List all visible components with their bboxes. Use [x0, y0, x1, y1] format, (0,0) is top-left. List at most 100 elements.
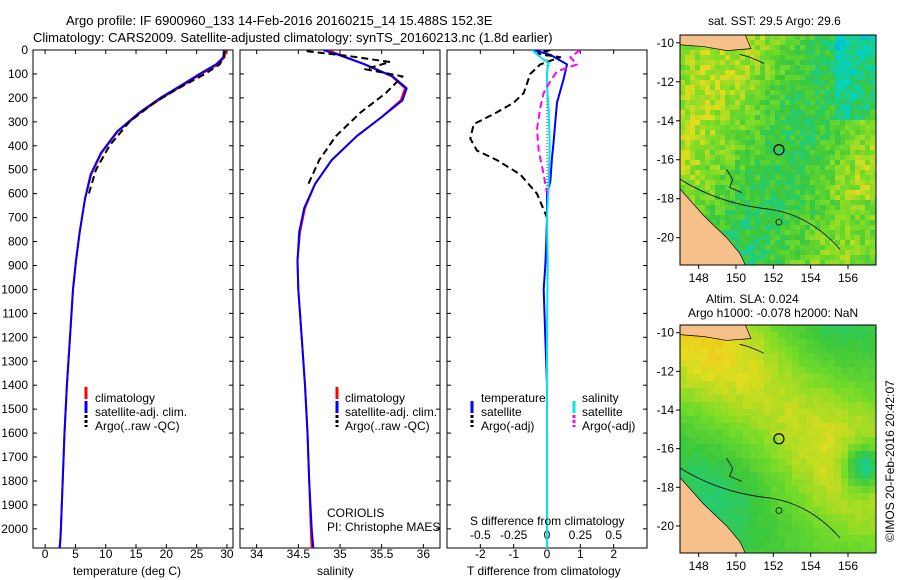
sst-map-cell: [845, 135, 851, 141]
sst-map-cell: [680, 160, 686, 166]
sla-map-cell: [792, 339, 800, 347]
sla-map-cell: [750, 479, 758, 487]
sst-map-cell: [680, 155, 686, 161]
sla-map-cell: [750, 430, 758, 438]
sst-map-cell: [825, 125, 831, 131]
sst-map-cell: [760, 65, 766, 71]
sla-map-cell: [820, 479, 828, 487]
sla-map-cell: [827, 332, 835, 340]
sla-map-cell: [799, 465, 807, 473]
sst-map-cell: [870, 230, 876, 236]
sst-map-cell: [775, 45, 781, 51]
sst-map-cell: [740, 175, 746, 181]
sla-map-cell: [855, 479, 863, 487]
sst-map-cell: [735, 140, 741, 146]
sst-map-cell: [700, 200, 706, 206]
sst-map-cell: [690, 45, 696, 51]
sst-map-cell: [850, 80, 856, 86]
sst-map-cell: [725, 195, 731, 201]
sst-map-cell: [740, 140, 746, 146]
sst-map-cell: [710, 160, 716, 166]
salinity-xlabel: salinity: [317, 564, 354, 578]
sst-map-cell: [725, 55, 731, 61]
sla-map-cell: [820, 409, 828, 417]
sst-map-cell: [815, 190, 821, 196]
sst-map-cell: [680, 105, 686, 111]
sst-map-cell: [840, 255, 846, 261]
sla-map-cell: [680, 465, 688, 473]
sst-map-cell: [735, 155, 741, 161]
sst-map-cell: [805, 110, 811, 116]
sst-map-cell: [815, 200, 821, 206]
sla-map-cell: [694, 430, 702, 438]
sla-map-cell: [848, 416, 856, 424]
sla-map-cell: [792, 472, 800, 480]
sla-map-cell: [792, 507, 800, 515]
sst-map-cell: [835, 195, 841, 201]
sst-map-cell: [815, 260, 821, 265]
sst-map-cell: [785, 70, 791, 76]
sst-map-cell: [735, 190, 741, 196]
sst-map-cell: [685, 165, 691, 171]
sst-map-cell: [700, 185, 706, 191]
sla-map-cell: [694, 339, 702, 347]
sst-map-cell: [690, 100, 696, 106]
sst-map-cell: [740, 200, 746, 206]
sst-map-cell: [685, 155, 691, 161]
sst-map-cell: [745, 210, 751, 216]
sst-map-cell: [740, 170, 746, 176]
sst-map-cell: [780, 110, 786, 116]
sla-map-cell: [827, 507, 835, 515]
sst-map-cell: [845, 85, 851, 91]
sst-map-cell: [770, 40, 776, 46]
sla-map-cell: [848, 486, 856, 494]
sst-map-cell: [770, 120, 776, 126]
sla-map-cell: [820, 353, 828, 361]
sst-map-cell: [815, 105, 821, 111]
sst-map-cell: [765, 170, 771, 176]
sst-map-cell: [870, 185, 876, 191]
sst-map-cell: [850, 220, 856, 226]
sla-map-cell: [834, 381, 842, 389]
sla-map-cell: [785, 500, 793, 508]
sst-map-cell: [700, 90, 706, 96]
sst-map-cell: [870, 140, 876, 146]
sst-map-cell: [840, 240, 846, 246]
sst-map-cell: [855, 195, 861, 201]
sst-map-cell: [870, 260, 876, 265]
sst-map-cell: [800, 195, 806, 201]
sla-map-cell: [771, 346, 779, 354]
sst-map-cell: [840, 40, 846, 46]
sst-map-cell: [815, 160, 821, 166]
sla-map-cell: [799, 374, 807, 382]
sst-map-cell: [860, 225, 866, 231]
sst-map-cell: [735, 110, 741, 116]
sst-map-cell: [755, 150, 761, 156]
sst-map-cell: [790, 90, 796, 96]
sst-map-cell: [740, 165, 746, 171]
sla-map-cell: [736, 507, 744, 515]
sst-map-cell: [860, 250, 866, 256]
sst-map-cell: [845, 40, 851, 46]
sst-map-lat-tick-label: -16: [657, 153, 675, 167]
sla-map-cell: [848, 528, 856, 536]
sla-map-cell: [729, 416, 737, 424]
sla-map-cell: [701, 353, 709, 361]
sst-map-cell: [760, 75, 766, 81]
sla-map-cell: [806, 486, 814, 494]
sst-map-cell: [775, 155, 781, 161]
sst-map-cell: [710, 100, 716, 106]
sla-map-cell: [834, 500, 842, 508]
sst-map-cell: [755, 115, 761, 121]
sla-map-cell: [869, 353, 876, 361]
sla-map-cell: [701, 486, 709, 494]
sst-map-cell: [755, 60, 761, 66]
sst-map-cell: [680, 120, 686, 126]
sst-map-cell: [695, 95, 701, 101]
sla-map-cell: [827, 500, 835, 508]
sla-map-cell: [862, 430, 870, 438]
sla-map-cell: [729, 423, 737, 431]
sla-map-cell: [729, 528, 737, 536]
sla-map-cell: [813, 395, 821, 403]
sst-map-cell: [840, 145, 846, 151]
